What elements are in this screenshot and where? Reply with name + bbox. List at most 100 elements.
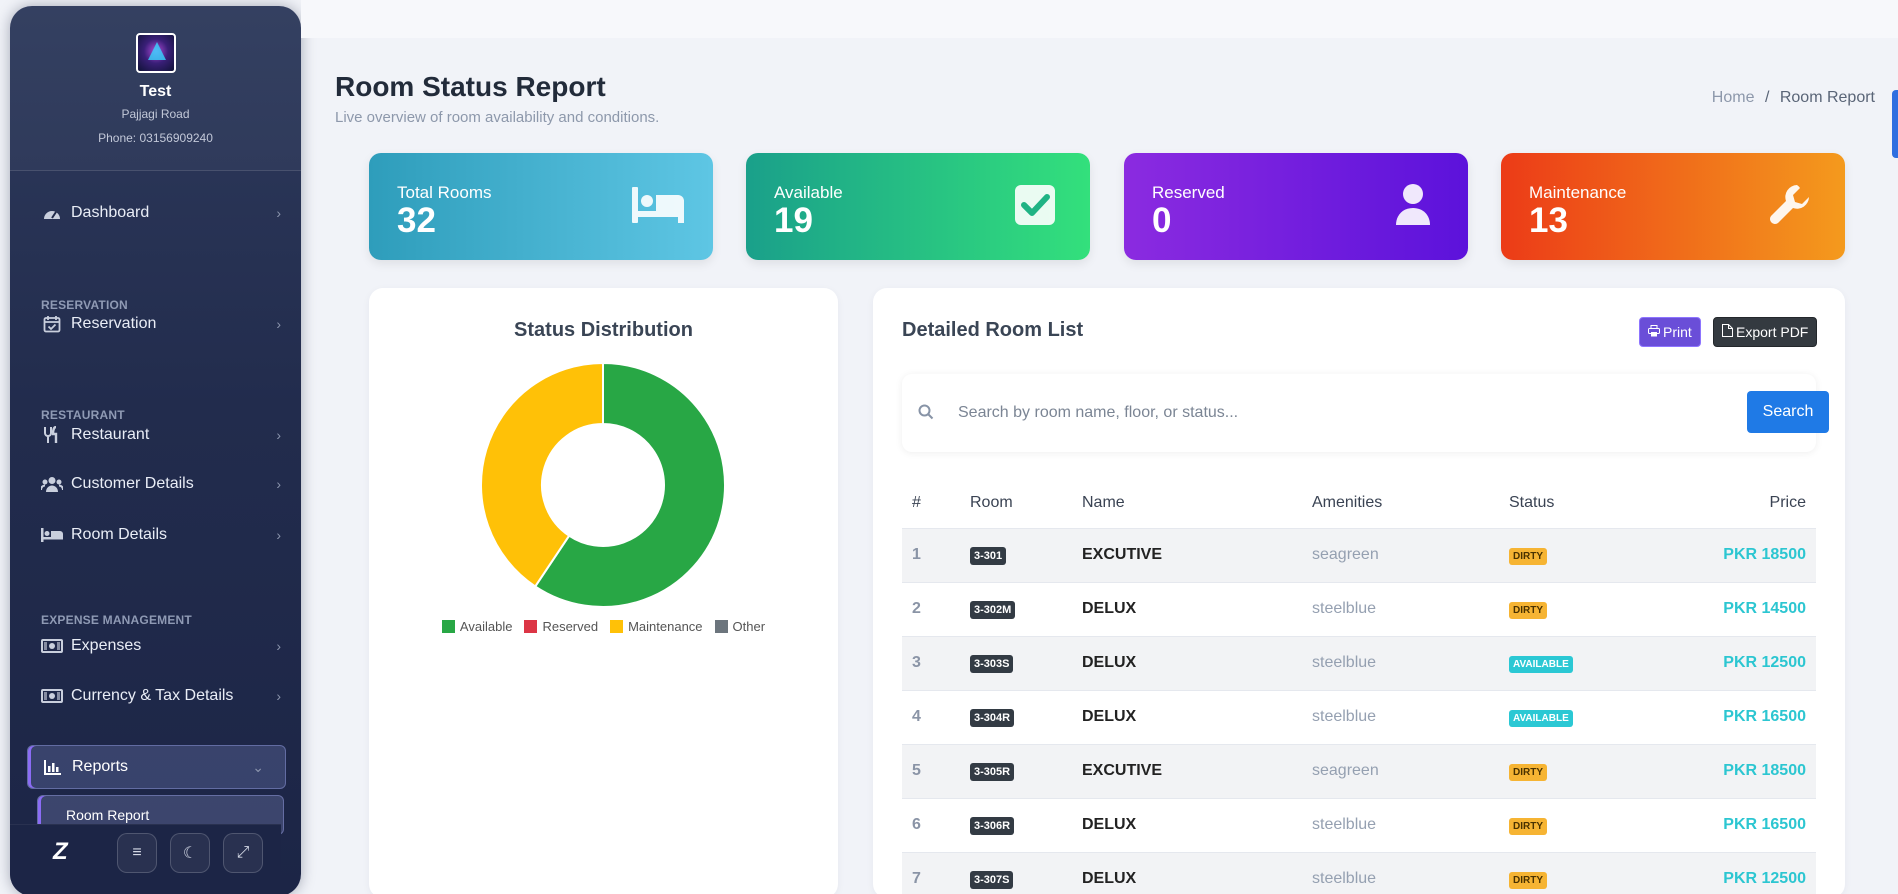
stat-value: 13	[1529, 201, 1568, 240]
sidebar-item-currency-tax-details[interactable]: Currency & Tax Details ›	[41, 681, 281, 711]
room-badge: 3-301	[970, 546, 1007, 565]
print-label: Print	[1663, 324, 1692, 340]
table-row[interactable]: 5 3-305R EXCUTIVE seagreen DIRTY PKR 18500	[902, 743, 1816, 798]
room-name: DELUX	[1072, 581, 1302, 636]
room-amenities: seagreen	[1302, 527, 1499, 582]
column-header[interactable]: Room	[970, 493, 1013, 511]
calendar-check-icon	[41, 315, 63, 333]
sidebar-item-room-details[interactable]: Room Details ›	[41, 520, 281, 550]
room-badge: 3-307S	[970, 870, 1014, 889]
bed-icon	[41, 526, 63, 544]
sidebar-item-label: Currency & Tax Details	[71, 687, 234, 704]
legend-item-reserved[interactable]: Reserved	[524, 619, 598, 634]
table-row[interactable]: 7 3-307S DELUX steelblue DIRTY PKR 12500	[902, 851, 1816, 894]
legend-item-other[interactable]: Other	[714, 619, 765, 634]
legend-swatch	[524, 620, 538, 633]
theme-toggle-button[interactable]: ☾	[170, 833, 210, 873]
room-name: DELUX	[1072, 635, 1302, 690]
stat-value: 19	[774, 201, 813, 240]
status-badge: AVAILABLE	[1509, 655, 1573, 673]
room-badge: 3-305R	[970, 762, 1015, 781]
row-index: 3	[902, 635, 960, 690]
room-badge: 3-304R	[970, 708, 1015, 727]
donut-slice-maintenance[interactable]	[481, 363, 604, 588]
check-square-icon	[1007, 183, 1063, 227]
search-button[interactable]: Search	[1747, 391, 1829, 433]
page-title: Room Status Report	[335, 71, 606, 102]
profile-name: Test	[139, 83, 172, 100]
stat-card-total-rooms: Total Rooms 32	[369, 153, 713, 260]
status-badge: AVAILABLE	[1509, 709, 1573, 727]
table-row[interactable]: 2 3-302M DELUX steelblue DIRTY PKR 14500	[902, 581, 1816, 636]
sidebar-item-label: Dashboard	[71, 204, 150, 221]
sidebar-footer	[10, 824, 281, 894]
money-bill-icon	[41, 687, 63, 705]
fullscreen-button[interactable]: ⤢	[223, 833, 263, 873]
sidebar-item-customer-details[interactable]: Customer Details ›	[41, 469, 281, 499]
room-amenities: steelblue	[1302, 581, 1499, 636]
column-header[interactable]: Name	[1082, 493, 1125, 511]
status-badge: DIRTY	[1509, 817, 1547, 835]
print-icon	[1648, 324, 1660, 340]
column-header[interactable]: #	[912, 493, 921, 511]
search-input[interactable]	[958, 396, 1688, 430]
room-name: DELUX	[1072, 689, 1302, 744]
donut-slice-available[interactable]	[533, 363, 725, 607]
breadcrumb-home[interactable]: Home	[1711, 89, 1755, 106]
sidebar-item-dashboard[interactable]: Dashboard ›	[41, 198, 281, 228]
room-name: DELUX	[1072, 851, 1302, 894]
room-status: DIRTY	[1499, 527, 1649, 582]
avatar[interactable]	[135, 33, 176, 73]
profile-phone: Phone: 03156909240	[98, 131, 213, 145]
room-status: DIRTY	[1499, 743, 1649, 798]
row-index: 1	[902, 527, 960, 582]
bed-icon	[630, 183, 686, 227]
chevron-down-icon: ⌄	[252, 758, 264, 775]
settings-tab[interactable]	[1892, 90, 1898, 158]
sidebar-item-reservation[interactable]: Reservation ›	[41, 309, 281, 339]
sidebar-item-reports[interactable]: Reports ⌄	[27, 745, 286, 789]
column-header[interactable]: Amenities	[1312, 493, 1383, 511]
row-index: 4	[902, 689, 960, 744]
stat-label: Total Rooms	[397, 183, 492, 202]
room-status: DIRTY	[1499, 851, 1649, 894]
sidebar-item-label: Reservation	[71, 315, 157, 332]
table-row[interactable]: 6 3-306R DELUX steelblue DIRTY PKR 16500	[902, 797, 1816, 852]
chevron-right-icon: ›	[276, 688, 281, 704]
donut-chart[interactable]	[481, 363, 725, 607]
export-pdf-button[interactable]: Export PDF	[1713, 317, 1818, 347]
breadcrumb-current: Room Report	[1779, 89, 1875, 106]
table-row[interactable]: 3 3-303S DELUX steelblue AVAILABLE PKR 12500	[902, 635, 1816, 690]
sidebar-item-label: Customer Details	[71, 475, 194, 492]
room-code: 3-302M	[960, 581, 1072, 636]
room-name: DELUX	[1072, 797, 1302, 852]
room-amenities: steelblue	[1302, 851, 1499, 894]
room-price: PKR 16500	[1649, 797, 1816, 852]
chevron-right-icon: ›	[276, 205, 281, 221]
column-header[interactable]: Price	[1769, 493, 1806, 511]
legend-swatch	[441, 620, 455, 633]
table-row[interactable]: 1 3-301 EXCUTIVE seagreen DIRTY PKR 18500	[902, 527, 1816, 582]
menu-toggle-button[interactable]: ≡	[117, 833, 157, 873]
file-pdf-icon	[1722, 324, 1733, 340]
expand-icon: ⤢	[236, 844, 250, 861]
legend-item-available[interactable]: Available	[441, 619, 512, 634]
wrench-icon	[1762, 183, 1818, 227]
column-header[interactable]: Status	[1509, 493, 1555, 511]
room-amenities: steelblue	[1302, 635, 1499, 690]
page-subtitle: Live overview of room availability and c…	[335, 109, 660, 126]
row-index: 5	[902, 743, 960, 798]
room-code: 3-303S	[960, 635, 1072, 690]
print-button[interactable]: Print	[1639, 317, 1701, 347]
legend-swatch	[714, 620, 728, 633]
sidebar-item-restaurant[interactable]: Restaurant ›	[41, 420, 281, 450]
room-code: 3-304R	[960, 689, 1072, 744]
chart-title: Status Distribution	[514, 319, 693, 341]
room-code: 3-306R	[960, 797, 1072, 852]
table-row[interactable]: 4 3-304R DELUX steelblue AVAILABLE PKR 16500	[902, 689, 1816, 744]
profile-address: Pajjagi Road	[121, 107, 190, 121]
legend-item-maintenance[interactable]: Maintenance	[610, 619, 703, 634]
topbar	[301, 0, 1898, 38]
room-code: 3-301	[960, 527, 1072, 582]
sidebar-item-expenses[interactable]: Expenses ›	[41, 631, 281, 661]
